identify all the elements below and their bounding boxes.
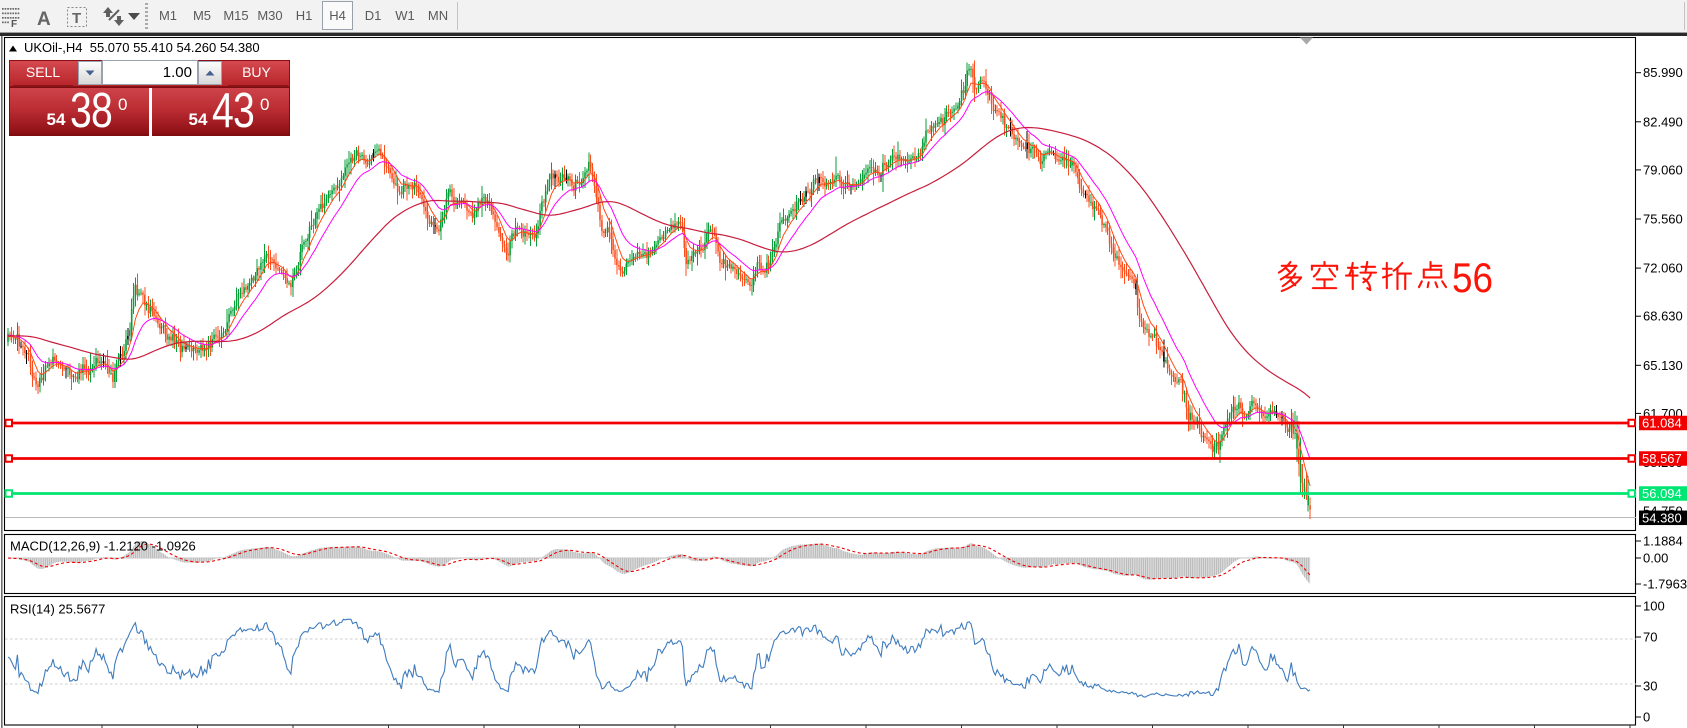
svg-text:100: 100	[1643, 599, 1665, 614]
svg-text:58.567: 58.567	[1642, 451, 1682, 466]
svg-text:61.084: 61.084	[1642, 416, 1682, 431]
svg-text:-1.7963: -1.7963	[1643, 577, 1687, 592]
svg-text:30: 30	[1643, 679, 1657, 694]
svg-text:82.490: 82.490	[1643, 114, 1683, 129]
svg-text:56: 56	[1452, 254, 1493, 301]
svg-text:85.990: 85.990	[1643, 65, 1683, 80]
svg-text:70: 70	[1643, 630, 1657, 645]
svg-text:F: F	[11, 19, 17, 30]
svg-text:0.00: 0.00	[1643, 551, 1668, 566]
svg-text:65.130: 65.130	[1643, 358, 1683, 373]
svg-text:54.380: 54.380	[1642, 511, 1682, 526]
svg-text:RSI(14) 25.5677: RSI(14) 25.5677	[10, 602, 105, 617]
svg-text:T: T	[72, 10, 81, 27]
svg-text:72.060: 72.060	[1643, 261, 1683, 276]
svg-text:75.560: 75.560	[1643, 212, 1683, 227]
svg-text:0: 0	[1643, 710, 1650, 725]
svg-text:68.630: 68.630	[1643, 309, 1683, 324]
svg-text:UKOil-,H4 55.070 55.410 54.26: UKOil-,H4 55.070 55.410 54.260 54.380	[24, 40, 260, 55]
svg-text:A: A	[37, 9, 51, 30]
svg-text:MACD(12,26,9) -1.2120 -1.0926: MACD(12,26,9) -1.2120 -1.0926	[10, 539, 196, 554]
svg-text:79.060: 79.060	[1643, 162, 1683, 177]
svg-text:1.1884: 1.1884	[1643, 534, 1683, 549]
svg-text:56.094: 56.094	[1642, 486, 1682, 501]
